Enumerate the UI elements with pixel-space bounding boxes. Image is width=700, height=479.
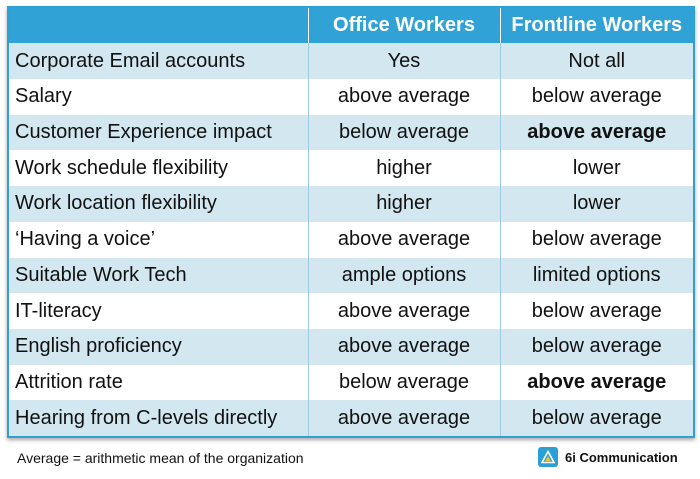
office-workers-cell: Yes — [307, 43, 500, 80]
frontline-workers-cell: above average — [499, 114, 693, 151]
frontline-workers-cell: limited options — [499, 257, 693, 294]
frontline-workers-cell: below average — [499, 79, 693, 115]
office-workers-cell: above average — [307, 221, 500, 258]
frontline-workers-cell: below average — [499, 293, 693, 329]
comparison-table: Office Workers Frontline Workers Corpora… — [9, 8, 693, 436]
frontline-workers-cell: Not all — [499, 43, 693, 80]
comparison-table-frame: Office Workers Frontline Workers Corpora… — [7, 6, 695, 438]
office-workers-cell: above average — [307, 328, 500, 365]
table-row: IT-literacy above average below average — [9, 293, 693, 329]
office-workers-cell: ample options — [307, 257, 500, 294]
table-row: ‘Having a voice’ above average below avera… — [9, 221, 693, 258]
office-workers-cell: below average — [307, 364, 500, 401]
brand-name: 6i Communication — [565, 449, 678, 465]
table-body: Corporate Email accounts Yes Not all Salary… — [9, 43, 693, 436]
frontline-workers-cell: lower — [499, 150, 693, 187]
frontline-workers-cell: lower — [499, 186, 693, 222]
frontline-workers-cell: above average — [499, 364, 693, 401]
brand: 6i Communication — [538, 446, 678, 468]
table-row: Attrition rate below average above average — [9, 364, 693, 401]
office-workers-cell: below average — [307, 114, 500, 151]
header-corner-cell — [9, 8, 308, 44]
table-row: Hearing from C-levels directly above aver… — [9, 400, 693, 436]
footnote: Average = arithmetic mean of the organiz… — [17, 450, 304, 466]
frontline-workers-cell: below average — [499, 221, 693, 258]
office-workers-cell: above average — [307, 400, 500, 436]
office-workers-cell: above average — [307, 79, 500, 115]
attribute-cell: Corporate Email accounts — [9, 43, 308, 80]
header-office-workers: Office Workers — [307, 8, 500, 44]
attribute-cell: ‘Having a voice’ — [9, 221, 308, 258]
attribute-cell: Salary — [9, 79, 308, 115]
table-row: English proficiency above average below av… — [9, 328, 693, 365]
table-row: Corporate Email accounts Yes Not all — [9, 43, 693, 80]
attribute-cell: Suitable Work Tech — [9, 257, 308, 294]
table-row: Work schedule flexibility higher lower — [9, 150, 693, 187]
attribute-cell: Hearing from C-levels directly — [9, 400, 308, 436]
table-row: Work location flexibility higher lower — [9, 186, 693, 222]
attribute-cell: Attrition rate — [9, 364, 308, 401]
frontline-workers-cell: below average — [499, 400, 693, 436]
attribute-cell: Customer Experience impact — [9, 114, 308, 151]
attribute-cell: English proficiency — [9, 328, 308, 365]
table-row: Customer Experience impact below average a… — [9, 114, 693, 151]
attribute-cell: IT-literacy — [9, 293, 308, 329]
frontline-workers-cell: below average — [499, 328, 693, 365]
triangle-logo-icon — [538, 447, 558, 467]
attribute-cell: Work schedule flexibility — [9, 150, 308, 187]
table-row: Suitable Work Tech ample options limited o… — [9, 257, 693, 294]
table-header-row: Office Workers Frontline Workers — [9, 8, 693, 44]
office-workers-cell: above average — [307, 293, 500, 329]
attribute-cell: Work location flexibility — [9, 186, 308, 222]
office-workers-cell: higher — [307, 186, 500, 222]
header-frontline-workers: Frontline Workers — [499, 8, 693, 44]
table-row: Salary above average below average — [9, 79, 693, 115]
office-workers-cell: higher — [307, 150, 500, 187]
